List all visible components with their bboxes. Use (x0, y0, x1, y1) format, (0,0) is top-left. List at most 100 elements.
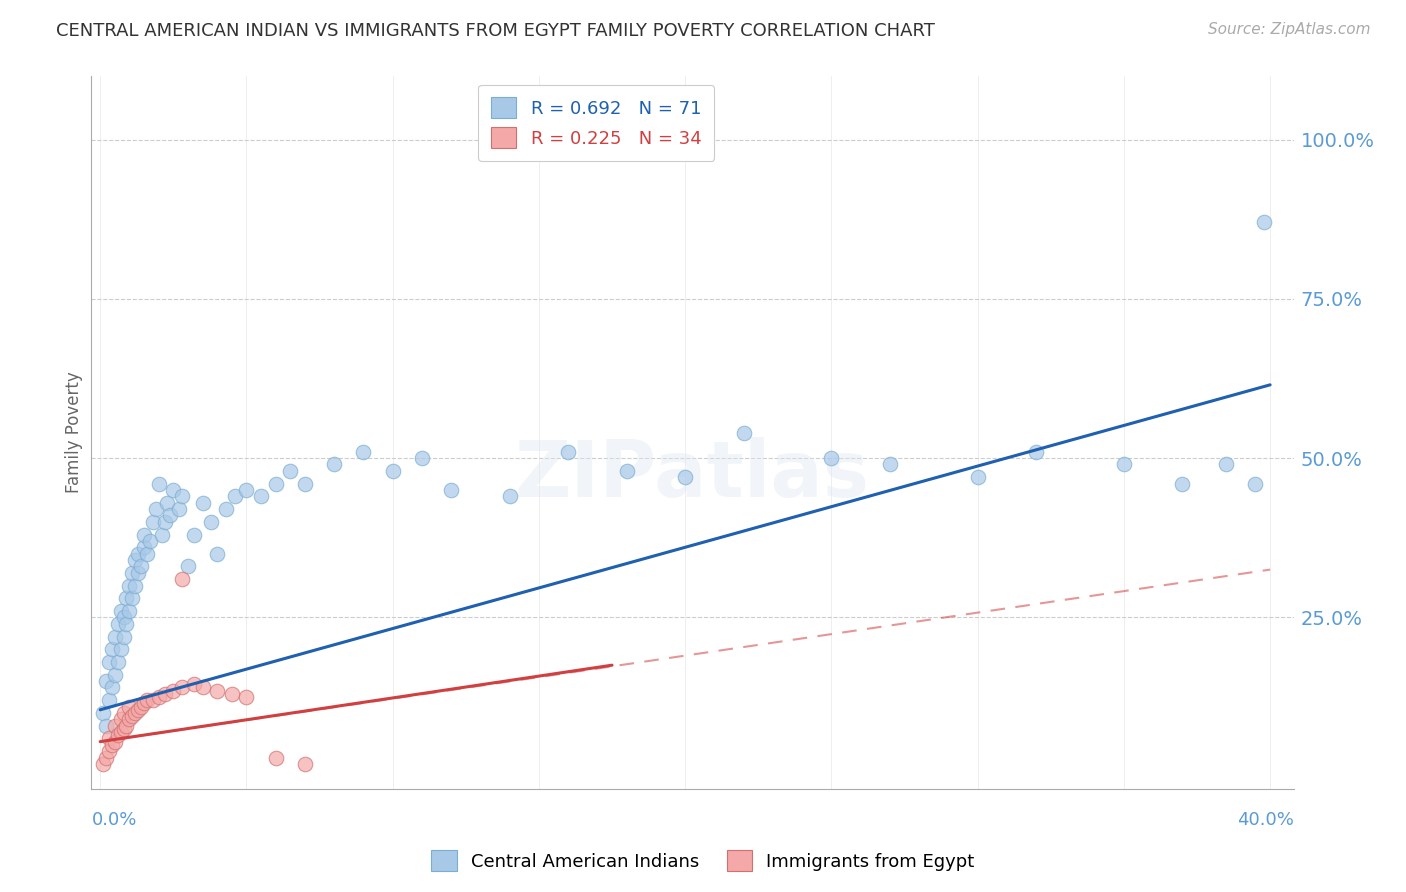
Point (616, 464, 638, 478)
Point (145, 502, 167, 516)
Point (352, 444, 374, 458)
Point (1244, 476, 1267, 491)
Point (235, 483, 257, 497)
Point (323, 458, 346, 472)
Point (1171, 476, 1194, 491)
Point (121, 709, 143, 723)
Point (159, 508, 181, 523)
Point (1253, 215, 1275, 229)
Point (121, 566, 143, 580)
Point (118, 604, 141, 618)
Point (879, 458, 901, 472)
Point (121, 591, 143, 606)
Point (97, 655, 120, 669)
Text: ZIPatlas: ZIPatlas (515, 437, 870, 514)
Point (132, 527, 155, 541)
Point (124, 578, 146, 592)
Point (104, 719, 127, 733)
Text: 40.0%: 40.0% (1237, 811, 1294, 829)
Point (200, 515, 222, 529)
Point (94, 750, 117, 764)
Point (132, 541, 155, 555)
Point (1112, 458, 1135, 472)
Point (101, 642, 124, 657)
Point (115, 616, 138, 631)
Point (411, 451, 433, 466)
Point (97, 731, 120, 746)
Point (250, 489, 273, 503)
Point (170, 572, 193, 586)
Point (115, 591, 138, 606)
Point (136, 547, 159, 561)
Point (156, 496, 179, 510)
Point (294, 476, 316, 491)
Point (498, 489, 520, 503)
Point (150, 527, 173, 541)
Point (205, 547, 228, 561)
Point (191, 496, 214, 510)
Point (112, 630, 135, 644)
Point (1025, 444, 1047, 458)
Point (1215, 458, 1237, 472)
Point (264, 750, 287, 764)
Point (183, 677, 205, 691)
Point (91, 706, 114, 720)
Point (205, 683, 228, 698)
Point (127, 547, 149, 561)
Point (153, 687, 176, 701)
Point (118, 578, 141, 592)
Point (162, 683, 184, 698)
Point (115, 719, 138, 733)
Point (167, 502, 190, 516)
Point (136, 693, 159, 707)
Point (177, 559, 200, 574)
Point (557, 444, 579, 458)
Point (142, 515, 165, 529)
Point (148, 476, 170, 491)
Point (110, 712, 132, 726)
Point (101, 738, 124, 752)
Point (148, 690, 170, 704)
Point (673, 470, 696, 484)
Point (127, 566, 149, 580)
Point (107, 616, 129, 631)
Point (224, 489, 246, 503)
Point (91, 756, 114, 771)
Text: 0.0%: 0.0% (91, 811, 136, 829)
Point (124, 553, 146, 567)
Point (94, 674, 117, 689)
Point (118, 699, 141, 714)
Point (129, 559, 152, 574)
Point (94, 719, 117, 733)
Point (191, 681, 214, 695)
Point (170, 489, 193, 503)
Legend: Central American Indians, Immigrants from Egypt: Central American Indians, Immigrants fro… (425, 843, 981, 879)
Point (221, 687, 243, 701)
Point (118, 712, 141, 726)
Legend: R = 0.692   N = 71, R = 0.225   N = 34: R = 0.692 N = 71, R = 0.225 N = 34 (478, 85, 714, 161)
Y-axis label: Family Poverty: Family Poverty (65, 372, 83, 493)
Point (110, 604, 132, 618)
Point (278, 464, 301, 478)
Point (112, 610, 135, 624)
Text: Source: ZipAtlas.com: Source: ZipAtlas.com (1208, 22, 1371, 37)
Point (183, 527, 205, 541)
Point (127, 703, 149, 717)
Point (124, 706, 146, 720)
Point (440, 483, 463, 497)
Point (101, 681, 124, 695)
Point (235, 690, 257, 704)
Point (97, 693, 120, 707)
Point (294, 756, 316, 771)
Point (153, 515, 176, 529)
Point (129, 699, 152, 714)
Point (139, 533, 162, 548)
Point (132, 697, 155, 711)
Point (820, 451, 842, 466)
Text: CENTRAL AMERICAN INDIAN VS IMMIGRANTS FROM EGYPT FAMILY POVERTY CORRELATION CHAR: CENTRAL AMERICAN INDIAN VS IMMIGRANTS FR… (56, 22, 935, 40)
Point (112, 722, 135, 736)
Point (142, 693, 165, 707)
Point (966, 470, 988, 484)
Point (381, 464, 404, 478)
Point (104, 734, 127, 748)
